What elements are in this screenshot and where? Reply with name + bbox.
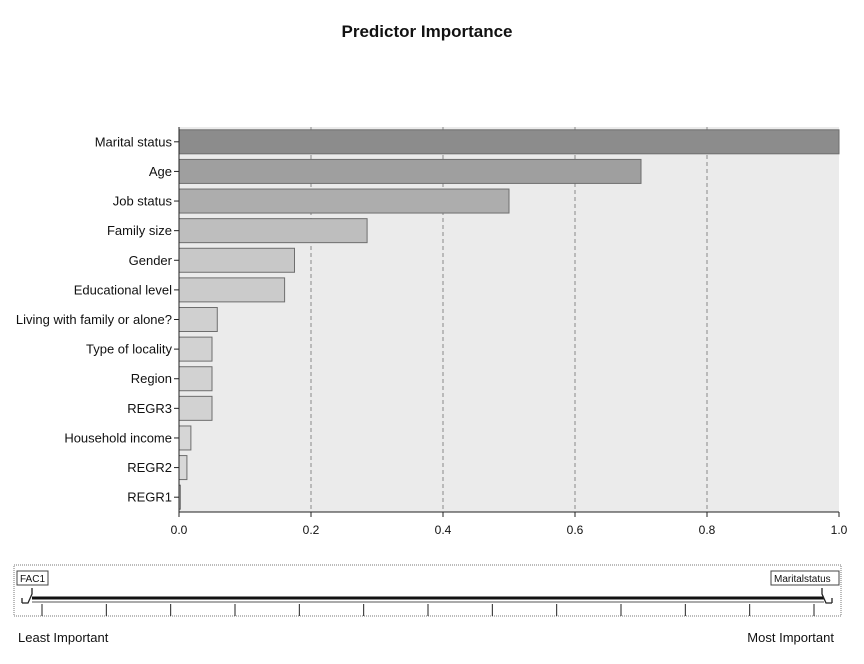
bar [178,277,286,303]
x-tick-label: 0.6 [567,523,584,537]
bar [178,247,295,273]
category-label: Type of locality [86,342,172,357]
x-tick-label: 0.0 [171,523,188,537]
category-label: Marital status [95,134,173,149]
category-label: Gender [129,253,173,268]
bars [178,129,840,510]
category-label: Family size [107,223,172,238]
left-thumb-box [16,570,49,586]
slider-right-thumb[interactable]: Maritalstatus [770,570,840,604]
plot-background [179,127,839,512]
bar [178,455,188,481]
bar [178,366,213,392]
bar [178,158,642,184]
category-label: Living with family or alone? [16,312,172,327]
category-label: Age [149,164,172,179]
most-important-label: Most Important [747,630,834,645]
right-thumb-label: Maritalstatus [774,574,831,585]
category-label: Region [131,371,172,386]
bar [178,425,192,451]
left-thumb-handle[interactable] [21,588,33,604]
slider-left-thumb[interactable]: FAC1 [16,570,49,604]
x-tick-label: 0.2 [303,523,320,537]
category-label: Household income [64,430,172,445]
x-tick-label: 0.4 [435,523,452,537]
chart-title: Predictor Importance [341,22,513,41]
plot-area: Marital status Age Job status Family size Ge… [16,127,848,537]
bar [178,395,213,421]
left-thumb-label: FAC1 [20,574,45,585]
slider-ticks [41,604,815,616]
category-label: Job status [113,194,173,209]
bar [178,336,213,362]
bar [178,188,510,214]
category-labels: Marital status Age Job status Family size Ge… [16,134,179,505]
category-label: Educational level [74,282,172,297]
x-axis-ticks: 0.0 0.2 0.4 0.6 0.8 1.0 [171,512,848,537]
x-tick-label: 0.8 [699,523,716,537]
right-thumb-handle[interactable] [821,588,833,604]
least-important-label: Least Important [18,630,109,645]
category-label: REGR2 [127,460,172,475]
category-label: REGR1 [127,490,172,505]
x-tick-label: 1.0 [831,523,848,537]
importance-slider[interactable]: FAC1 Maritalstatus Least Important Most … [13,564,842,645]
bar [178,218,368,244]
bar [178,307,218,332]
right-thumb-box [770,570,840,586]
bar [178,129,840,155]
category-label: REGR3 [127,401,172,416]
